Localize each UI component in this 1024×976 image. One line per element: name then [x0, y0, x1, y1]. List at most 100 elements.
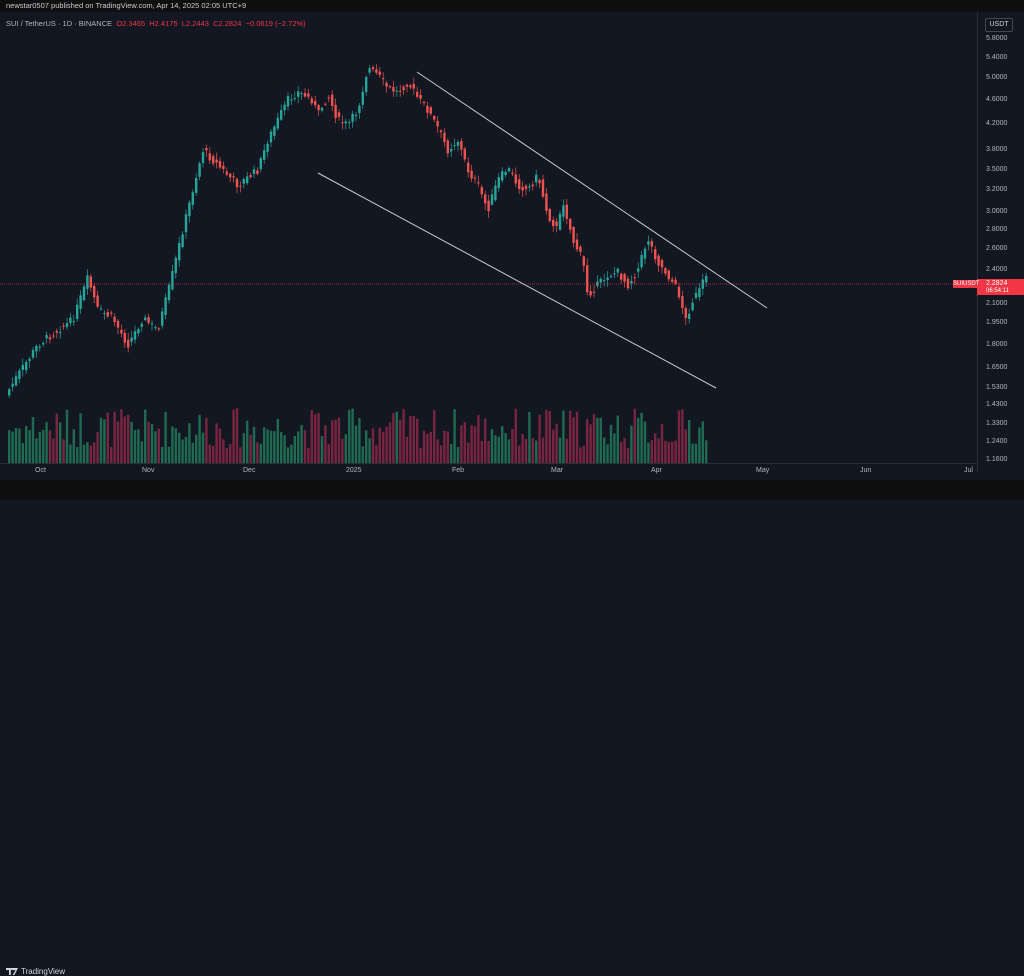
volume-bar	[572, 417, 575, 463]
candle-body	[28, 358, 31, 362]
volume-bar	[256, 442, 259, 463]
volume-bar	[402, 408, 405, 463]
candle-body	[188, 202, 191, 217]
candle-body	[123, 332, 126, 343]
candle-body	[684, 308, 687, 318]
candle-body	[368, 68, 371, 73]
volume-bar	[514, 408, 517, 463]
price-scale[interactable]	[977, 12, 1024, 472]
volume-bar	[623, 438, 626, 463]
candle-body	[378, 71, 381, 75]
volume-bar	[286, 447, 290, 463]
volume-bar	[382, 431, 385, 463]
volume-bar	[154, 431, 157, 463]
volume-bar	[225, 447, 228, 463]
volume-bar	[361, 446, 364, 463]
footer: TradingView	[0, 480, 1024, 976]
candle-body	[137, 328, 140, 334]
candle-body	[239, 185, 242, 187]
volume-bar	[664, 440, 667, 463]
volume-bar	[545, 409, 548, 463]
volume-bar	[21, 443, 24, 463]
volume-bar	[647, 442, 650, 463]
currency-button[interactable]: USDT	[985, 18, 1013, 32]
volume-bar	[303, 430, 307, 463]
volume-bar	[130, 421, 133, 463]
volume-bar	[123, 416, 126, 463]
candle-body	[698, 288, 701, 298]
price-scale-label: 1.9500	[986, 319, 1008, 326]
candle-body	[276, 117, 279, 129]
volume-bar	[235, 408, 239, 463]
volume-bar	[14, 428, 18, 463]
volume-bar	[643, 421, 647, 463]
price-scale-label: 1.6500	[986, 364, 1008, 371]
volume-bar	[127, 414, 130, 463]
volume-bar	[484, 418, 487, 463]
volume-bar	[620, 441, 623, 463]
volume-bar	[113, 411, 116, 463]
volume-bar	[446, 431, 449, 463]
volume-bar	[504, 433, 507, 463]
volume-bar	[59, 422, 62, 463]
time-axis-label: May	[756, 467, 770, 474]
volume-bar	[375, 445, 378, 463]
volume-bar	[147, 421, 150, 463]
candle-body	[263, 150, 266, 160]
volume-bar	[487, 440, 490, 463]
price-scale-label: 2.8000	[986, 226, 1008, 233]
candle-body	[99, 308, 103, 310]
candle-body	[195, 178, 198, 193]
candle-body	[249, 175, 252, 178]
close-value: C2.2824	[213, 19, 242, 28]
volume-bar	[198, 414, 201, 463]
volume-bar	[290, 444, 293, 463]
volume-bar	[65, 409, 69, 463]
volume-bar	[599, 417, 602, 463]
candle-body	[8, 389, 11, 396]
candle-body	[528, 186, 531, 188]
candle-body	[681, 296, 684, 308]
candle-body	[365, 77, 368, 92]
symbol-name[interactable]: SUI / TetherUS · 1D · BINANCE	[6, 19, 113, 28]
candle-body	[215, 159, 218, 163]
candle-body	[575, 239, 579, 250]
candle-body	[256, 170, 259, 174]
candle-body	[484, 194, 487, 204]
candle-body	[460, 141, 463, 150]
candlesticks	[8, 64, 708, 398]
tradingview-logo[interactable]: TradingView	[6, 967, 65, 976]
candle-body	[626, 278, 630, 289]
volume-bar	[188, 423, 191, 463]
volume-bar	[222, 439, 225, 463]
volume-bar	[460, 425, 463, 463]
candle-body	[647, 241, 650, 245]
candle-body	[38, 346, 41, 348]
candle-body	[52, 335, 55, 337]
candle-body	[300, 93, 303, 95]
volume-bar	[633, 408, 636, 463]
candle-body	[490, 194, 494, 205]
candle-body	[334, 104, 337, 119]
candle-body	[184, 214, 188, 233]
candle-body	[344, 121, 347, 124]
volume-bar	[25, 425, 28, 463]
volume-bar	[416, 418, 419, 463]
chart-pane[interactable]	[0, 0, 977, 463]
channel-upper-trendline	[416, 71, 768, 309]
candle-body	[259, 158, 262, 170]
candle-body	[11, 383, 14, 387]
time-axis[interactable]	[0, 463, 977, 478]
candle-body	[446, 140, 449, 154]
candle-body	[467, 162, 470, 173]
volume-bar	[334, 419, 337, 463]
candle-body	[62, 325, 65, 327]
candle-body	[293, 98, 296, 100]
candle-body	[664, 267, 667, 274]
candle-body	[412, 83, 415, 89]
candle-body	[35, 345, 38, 352]
candle-body	[660, 260, 664, 268]
candle-body	[395, 90, 398, 92]
volume-bar	[62, 439, 65, 463]
candle-body	[21, 364, 24, 370]
